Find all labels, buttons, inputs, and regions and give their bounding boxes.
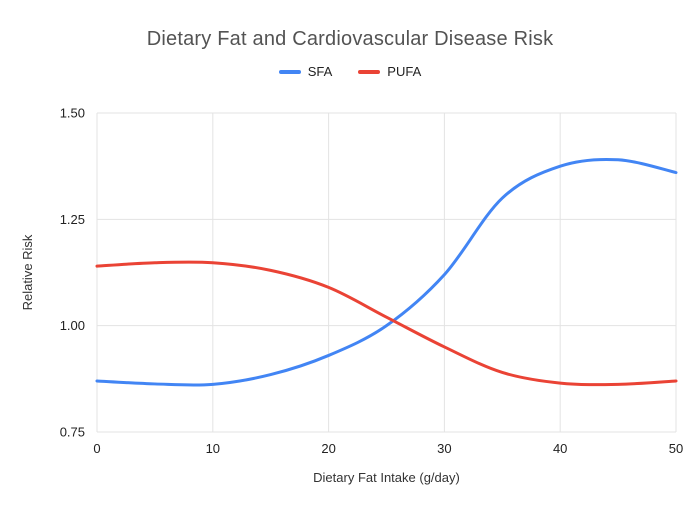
- chart-title: Dietary Fat and Cardiovascular Disease R…: [146, 28, 554, 50]
- y-axis-title: Relative Risk: [20, 234, 35, 310]
- x-tick-label: 40: [553, 441, 567, 456]
- y-tick-label: 0.75: [60, 425, 85, 440]
- x-axis-title: Dietary Fat Intake (g/day): [313, 470, 460, 485]
- x-tick-label: 10: [206, 441, 220, 456]
- y-tick-label: 1.25: [60, 212, 85, 227]
- chart-legend: SFA PUFA: [0, 64, 700, 79]
- series-line-pufa[interactable]: [95, 260, 678, 387]
- x-tick-label: 0: [93, 441, 100, 456]
- legend-swatch-pufa: [358, 69, 381, 74]
- plot-area: 0.75 1.00 1.25 1.50 0 10 20 30 40 50 Dietary Fat I…: [20, 106, 683, 486]
- x-tick-label: 50: [669, 441, 683, 456]
- x-tick-label: 30: [437, 441, 451, 456]
- y-tick-label: 1.50: [60, 106, 85, 121]
- y-tick-label: 1.00: [60, 318, 85, 333]
- x-tick-label: 20: [321, 441, 335, 456]
- legend-label-sfa: SFA: [307, 64, 333, 79]
- series-line-sfa[interactable]: [95, 157, 678, 387]
- legend-swatch-sfa: [278, 69, 301, 74]
- legend-item-sfa[interactable]: SFA: [278, 64, 333, 79]
- legend-item-pufa[interactable]: PUFA: [358, 64, 421, 79]
- legend-label-pufa: PUFA: [387, 64, 422, 79]
